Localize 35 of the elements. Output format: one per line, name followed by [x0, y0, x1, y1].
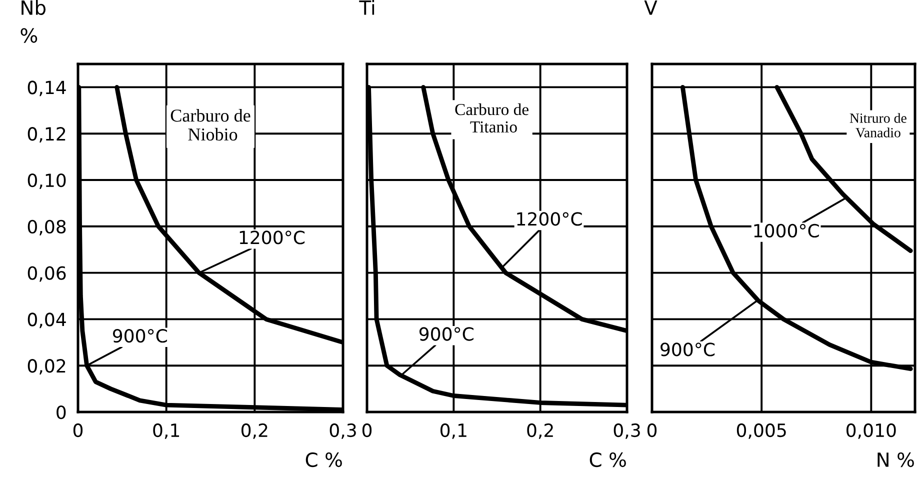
x-tick-label: 0,1 [440, 423, 466, 439]
annotation: 1000°C [754, 224, 819, 238]
y-axis-title: % [20, 28, 38, 43]
x-tick-label: 0 [647, 423, 657, 438]
x-axis-title: C % [590, 452, 626, 468]
y-tick-label: 0,14 [28, 80, 66, 96]
annotation: 900°C [660, 342, 715, 356]
annotation: 1200°C [240, 230, 305, 244]
x-tick-label: 0,3 [614, 423, 640, 439]
x-tick-label: 0 [362, 423, 372, 438]
annotation: 900°C [419, 327, 474, 341]
x-axis-title: C % [306, 452, 342, 468]
x-axis-title: N % [878, 452, 914, 468]
chart-title: V [644, 0, 658, 15]
y-tick-label: 0,02 [28, 359, 66, 375]
annotation: 900°C [112, 329, 167, 343]
y-tick-label: 0,08 [28, 220, 66, 236]
annotation: Carburo de Niobio [170, 109, 250, 141]
y-tick-label: 0,04 [28, 312, 66, 328]
y-tick-label: 0,10 [28, 173, 66, 189]
y-tick-label: 0,06 [28, 266, 66, 282]
x-tick-label: 0,005 [736, 423, 786, 439]
x-tick-label: 0,3 [330, 423, 356, 439]
chart-title: Ti [359, 0, 374, 15]
annotation: Nitruro de Vanadio [850, 113, 906, 138]
annotation: Carburo de Titanio [455, 103, 528, 133]
x-tick-label: 0,010 [846, 423, 896, 439]
chart-title: Nb [22, 0, 46, 15]
x-tick-label: 0,2 [527, 423, 553, 439]
x-tick-label: 0,2 [242, 423, 268, 439]
y-tick-label: 0,12 [28, 127, 66, 143]
y-tick-label: 0 [56, 405, 66, 420]
x-tick-label: 0 [73, 423, 83, 438]
annotation: 1200°C [517, 212, 582, 226]
x-tick-label: 0,1 [153, 423, 180, 439]
